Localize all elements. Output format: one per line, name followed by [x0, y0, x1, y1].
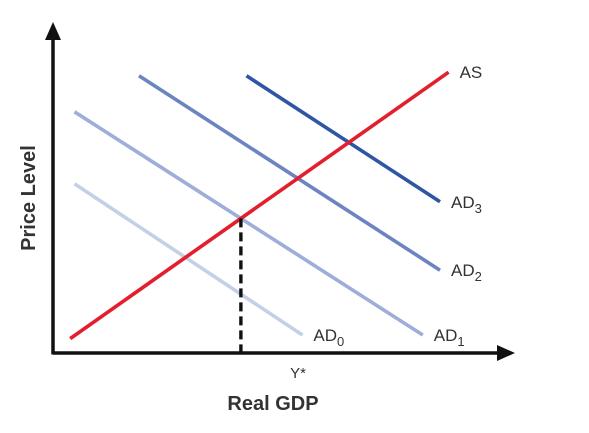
curve-label-ad2: AD2 [451, 261, 482, 284]
series-line-ad3 [245, 74, 441, 204]
curve-label-as: AS [460, 63, 483, 82]
series-line-ad0 [73, 182, 304, 337]
x-axis-title: Real GDP [227, 393, 318, 415]
series-line-ad2 [138, 74, 441, 272]
plot-area: AS AD0 AD1 AD2 AD3 [69, 63, 483, 353]
y-axis-title: Price Level [18, 145, 40, 251]
curve-label-ad3: AD3 [451, 193, 482, 216]
axes: Y* [45, 22, 515, 382]
x-axis-arrow [497, 345, 515, 361]
curve-label-ad1: AD1 [434, 326, 465, 349]
series-line-ad1 [73, 110, 424, 337]
x-tick-label: Y* [290, 365, 306, 382]
y-axis-arrow [45, 22, 61, 40]
series-line-as [69, 70, 450, 341]
curve-label-ad0: AD0 [313, 326, 344, 349]
